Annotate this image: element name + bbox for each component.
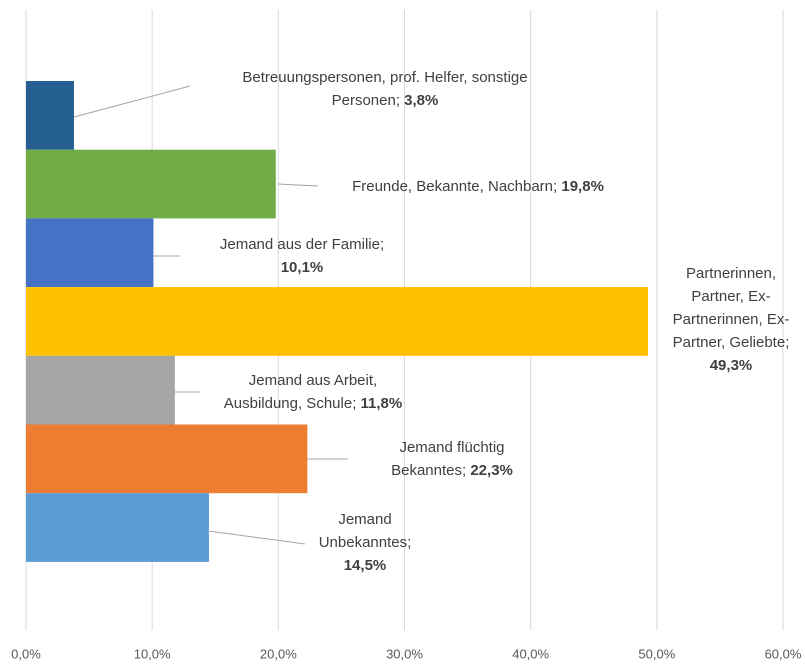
x-tick-label: 50,0% (638, 646, 675, 661)
data-label: Jemand Unbekanntes; 14,5% (313, 508, 418, 577)
x-tick-label: 40,0% (512, 646, 549, 661)
label-separator: ; (395, 92, 405, 109)
data-label: Betreuungspersonen, prof. Helfer, sonsti… (215, 66, 555, 112)
value-label: 14,5% (343, 557, 387, 574)
x-tick-label: 10,0% (134, 646, 171, 661)
bar (26, 287, 649, 356)
value-label: 11,8% (360, 395, 403, 412)
category-label: Jemand aus Arbeit, Ausbildung, Schule (223, 372, 378, 412)
label-separator: ; (553, 178, 562, 195)
label-separator: ; (785, 334, 790, 351)
leader-line (73, 85, 191, 118)
data-label: Jemand flüchtig Bekanntes; 22,3% (380, 436, 525, 482)
label-separator: ; (407, 534, 412, 551)
bar (26, 218, 154, 288)
category-label: Jemand flüchtig Bekanntes (391, 439, 505, 479)
label-separator: ; (462, 462, 471, 479)
bar (26, 493, 209, 562)
value-label: 49,3% (709, 357, 753, 374)
bar (26, 81, 74, 150)
value-label: 19,8% (561, 178, 604, 195)
category-label: Jemand aus der Familie (219, 236, 380, 253)
label-separator: ; (352, 395, 361, 412)
x-tick-label: 0,0% (11, 646, 41, 661)
data-label: Partnerinnen, Partner, Ex-Partnerinnen, … (661, 262, 801, 377)
leader-line (207, 530, 306, 545)
data-label: Jemand aus der Familie; 10,1% (207, 233, 397, 279)
value-label: 22,3% (470, 462, 513, 479)
bar (26, 424, 308, 494)
bar (26, 149, 276, 219)
leader-line (277, 183, 319, 187)
value-label: 10,1% (280, 259, 324, 276)
value-label: 3,8% (404, 92, 439, 109)
category-label: Jemand Unbekanntes (318, 511, 408, 551)
category-label: Betreuungspersonen, prof. Helfer, sonsti… (242, 69, 528, 109)
category-label: Freunde, Bekannte, Nachbarn (352, 178, 554, 195)
label-separator: ; (379, 236, 385, 253)
bar (26, 355, 175, 425)
data-label: Jemand aus Arbeit, Ausbildung, Schule; 1… (211, 369, 416, 415)
category-label: Partnerinnen, Partner, Ex-Partnerinnen, … (672, 265, 790, 351)
data-label: Freunde, Bekannte, Nachbarn; 19,8% (313, 175, 643, 198)
x-tick-label: 20,0% (260, 646, 297, 661)
x-tick-label: 30,0% (386, 646, 423, 661)
x-tick-label: 60,0% (765, 646, 802, 661)
